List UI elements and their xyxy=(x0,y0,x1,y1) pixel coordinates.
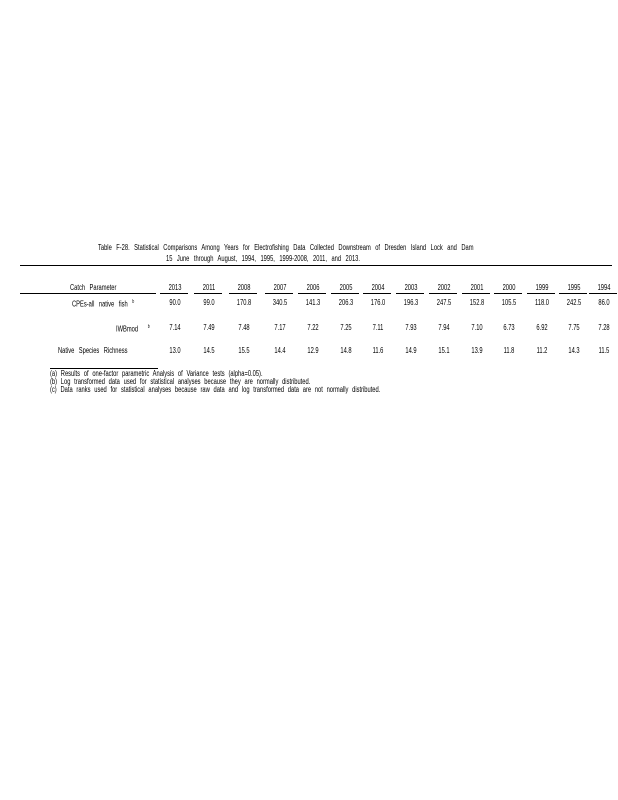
table-cell: 14.8 xyxy=(340,346,352,355)
table-cell: 90.0 xyxy=(169,298,181,307)
table-cell: 196.3 xyxy=(403,298,419,307)
table-title-line2: 15 June through August, 1994, 1995, 1999… xyxy=(166,254,360,263)
column-header-rule xyxy=(265,293,293,294)
row-label-richness: Native Species Richness xyxy=(58,346,128,355)
table-cell: 14.3 xyxy=(568,346,580,355)
table-title: Table F-28. Statistical Comparisons Amon… xyxy=(98,243,474,252)
table-cell: 242.5 xyxy=(566,298,582,307)
column-header-2002: 2002 xyxy=(437,283,451,292)
table-cell: 6.73 xyxy=(503,323,515,332)
footnote-c: (c) Data ranks used for statistical anal… xyxy=(50,385,381,394)
table-cell: 7.28 xyxy=(598,323,610,332)
table-cell: 11.6 xyxy=(372,346,384,355)
table-cell: 13.0 xyxy=(169,346,181,355)
column-header-2003: 2003 xyxy=(404,283,418,292)
column-header-2006: 2006 xyxy=(306,283,320,292)
table-cell: 7.10 xyxy=(471,323,483,332)
column-header-2011: 2011 xyxy=(202,283,216,292)
header-catch-parameter: Catch Parameter xyxy=(70,283,117,292)
table-cell: 99.0 xyxy=(203,298,215,307)
column-header-rule xyxy=(462,293,490,294)
column-header-rule xyxy=(396,293,424,294)
table-cell: 15.1 xyxy=(438,346,450,355)
column-header-2005: 2005 xyxy=(339,283,353,292)
column-header-1995: 1995 xyxy=(567,283,581,292)
table-cell: 7.48 xyxy=(238,323,250,332)
table-cell: 15.5 xyxy=(238,346,250,355)
footnote-rule xyxy=(50,368,158,369)
footnote-marker: b xyxy=(147,324,150,330)
column-header-2013: 2013 xyxy=(168,283,182,292)
column-header-rule xyxy=(160,293,188,294)
table-cell: 118.0 xyxy=(535,298,549,307)
table-cell: 7.17 xyxy=(274,323,286,332)
table-cell: 11.8 xyxy=(503,346,515,355)
table-cell: 11.2 xyxy=(536,346,548,355)
table-cell: 14.5 xyxy=(203,346,215,355)
table-cell: 206.3 xyxy=(338,298,354,307)
column-header-rule xyxy=(559,293,587,294)
table-cell: 7.25 xyxy=(340,323,352,332)
column-header-rule xyxy=(363,293,391,294)
table-cell: 152.8 xyxy=(469,298,485,307)
title-rule xyxy=(20,265,612,266)
table-cell: 105.5 xyxy=(501,298,517,307)
row-label-iwbmod: IWBmod b xyxy=(116,323,150,334)
table-cell: 14.4 xyxy=(274,346,286,355)
table-cell: 11.5 xyxy=(598,346,610,355)
table-cell: 86.0 xyxy=(598,298,610,307)
column-header-1999: 1999 xyxy=(535,283,549,292)
column-header-rule xyxy=(527,293,555,294)
row-label-text: IWBmod xyxy=(116,324,139,334)
table-cell: 176.0 xyxy=(370,298,386,307)
footnote-a: (a) Results of one-factor parametric Ana… xyxy=(50,369,263,378)
row-label-cpes: CPEs-all native fish b xyxy=(72,298,134,309)
table-cell: 7.49 xyxy=(203,323,215,332)
table-cell: 7.14 xyxy=(169,323,181,332)
column-header-2007: 2007 xyxy=(273,283,287,292)
column-header-2004: 2004 xyxy=(371,283,385,292)
table-cell: 340.5 xyxy=(272,298,288,307)
table-cell: 12.9 xyxy=(307,346,319,355)
column-header-2000: 2000 xyxy=(502,283,516,292)
table-cell: 13.9 xyxy=(471,346,483,355)
column-header-rule xyxy=(331,293,359,294)
column-header-rule xyxy=(429,293,457,294)
table-cell: 170.8 xyxy=(236,298,252,307)
table-cell: 7.22 xyxy=(307,323,319,332)
table-cell: 6.92 xyxy=(536,323,548,332)
column-header-rule xyxy=(298,293,326,294)
table-cell: 247.5 xyxy=(436,298,452,307)
table-cell: 7.11 xyxy=(372,323,384,332)
column-header-rule xyxy=(229,293,257,294)
column-header-rule xyxy=(194,293,222,294)
column-header-2008: 2008 xyxy=(237,283,251,292)
table-cell: 14.9 xyxy=(405,346,417,355)
table-cell: 7.93 xyxy=(405,323,417,332)
column-header-1994: 1994 xyxy=(597,283,611,292)
footnote-marker: b xyxy=(132,299,135,305)
table-cell: 7.94 xyxy=(438,323,450,332)
header-rule xyxy=(20,293,156,294)
column-header-2001: 2001 xyxy=(470,283,484,292)
footnote-b: (b) Log transformed data used for statis… xyxy=(50,377,311,386)
column-header-rule xyxy=(494,293,522,294)
table-cell: 141.3 xyxy=(305,298,321,307)
column-header-rule xyxy=(589,293,617,294)
table-cell: 7.75 xyxy=(568,323,580,332)
row-label-text: CPEs-all native fish xyxy=(72,299,128,309)
